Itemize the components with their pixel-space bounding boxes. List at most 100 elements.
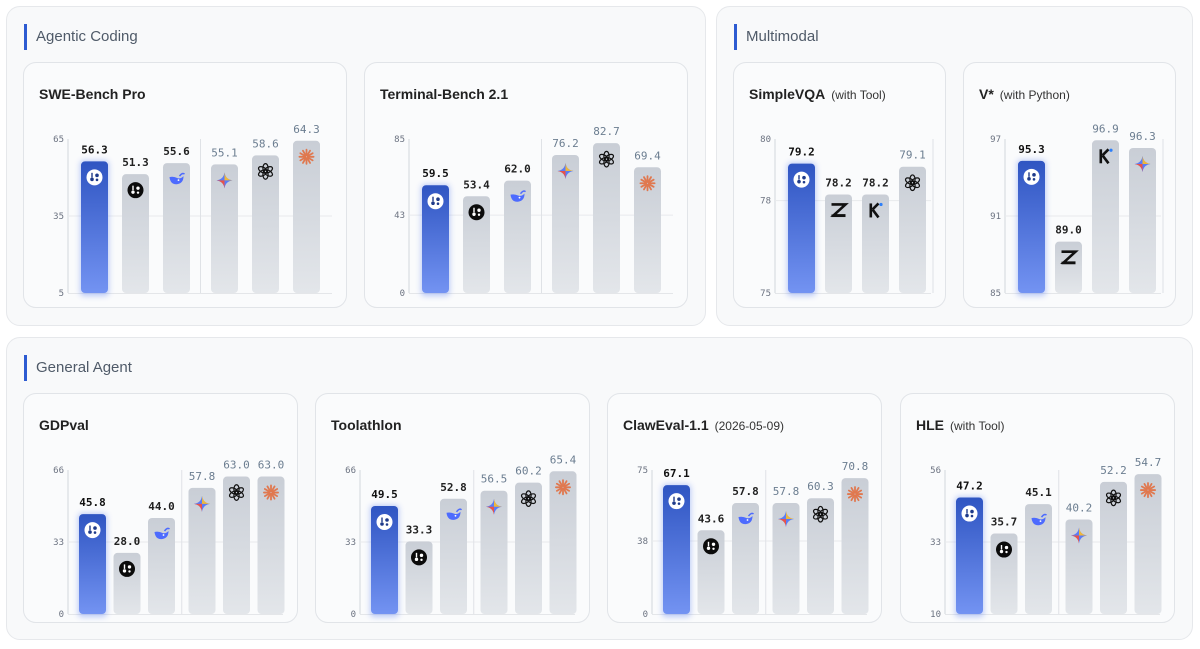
bar-value-label: 47.2 (956, 480, 983, 493)
y-tick-label: 85 (990, 289, 1001, 299)
highlight-model-icon (376, 514, 393, 530)
highlight-model-icon (1023, 168, 1040, 185)
dark-model-icon (996, 541, 1012, 558)
chart-title: SimpleVQA (with Tool) (749, 86, 886, 102)
bar-chart: 80 78 75 79.2 78.2 78.2 79.1 (760, 135, 934, 299)
bar (1129, 147, 1156, 293)
bar-value-label: 58.6 (252, 137, 279, 150)
bar-value-label: 59.5 (422, 167, 449, 180)
bar (211, 164, 238, 293)
section-title: Agentic Coding (24, 24, 138, 50)
highlight-model-icon (668, 493, 685, 510)
chart-title: ClawEval-1.1 (2026-05-09) (623, 417, 784, 433)
bar-chart: 85 43 0 59.5 53.4 62.0 76.2 82.7 69.4 (394, 125, 673, 299)
bar-chart: 75 38 0 67.1 43.6 57.8 57.8 60.3 70.8 (637, 460, 869, 620)
chart-card-simplevqa: SimpleVQA (with Tool) 80 78 75 79.2 78.2 78.2 79… (733, 62, 946, 308)
y-tick-label: 75 (760, 289, 771, 299)
y-tick-label: 0 (59, 610, 64, 620)
y-tick-label: 91 (990, 212, 1001, 222)
chart-title: SWE-Bench Pro (39, 86, 146, 102)
bar-value-label: 82.7 (593, 125, 620, 138)
bar-value-label: 53.4 (463, 178, 490, 191)
bar-value-label: 51.3 (122, 156, 149, 169)
dark-model-icon (119, 560, 135, 577)
claude-icon (639, 175, 656, 192)
y-tick-label: 0 (643, 610, 648, 620)
bar-value-label: 76.2 (552, 137, 579, 150)
whale-icon (446, 508, 463, 520)
bar (188, 487, 216, 614)
chart-subtitle: (2026-05-09) (714, 419, 784, 433)
chart-title: Terminal-Bench 2.1 (380, 86, 509, 102)
openai-icon (904, 174, 921, 192)
highlight-model-icon (961, 505, 978, 522)
chart-card-gdpval: GDPval 66 33 0 45.8 28.0 44.0 57.8 63.0 63.0 (23, 393, 298, 623)
bar-highlight (81, 161, 108, 293)
gemini-icon (778, 511, 794, 528)
bar-value-label: 69.4 (634, 149, 661, 162)
bar (732, 503, 759, 614)
bar (504, 180, 531, 293)
bar-value-label: 65.4 (550, 453, 577, 466)
bar (862, 194, 889, 293)
bar-value-label: 43.6 (698, 512, 725, 525)
y-tick-label: 33 (345, 538, 356, 548)
openai-icon (598, 150, 615, 168)
bar-value-label: 95.3 (1018, 143, 1045, 156)
y-tick-label: 66 (345, 466, 356, 476)
bar (515, 482, 542, 614)
highlight-model-icon (84, 522, 101, 539)
section-title: Multimodal (734, 24, 819, 50)
y-tick-label: 0 (400, 289, 405, 299)
chart-subtitle: (with Tool) (950, 419, 1005, 433)
section-title: General Agent (24, 355, 132, 381)
chart-title: Toolathlon (331, 417, 402, 433)
openai-icon (257, 163, 274, 180)
chart-card-swe-bench-pro: SWE-Bench Pro 65 35 5 56.3 51.3 55.6 55.1 58.6 64… (23, 62, 347, 308)
bar (252, 155, 279, 293)
y-tick-label: 38 (637, 537, 648, 547)
y-tick-label: 75 (637, 466, 648, 476)
whale-icon (1031, 513, 1048, 526)
bar (463, 196, 490, 293)
y-tick-label: 80 (760, 135, 771, 145)
whale-icon (738, 512, 755, 525)
bar-value-label: 56.5 (481, 473, 508, 486)
bar-highlight (1018, 160, 1045, 293)
gemini-icon (216, 172, 233, 189)
bar (899, 166, 926, 293)
bar-value-label: 78.2 (825, 176, 852, 189)
bar (1025, 504, 1052, 614)
chart-title: HLE (with Tool) (916, 417, 1005, 433)
gemini-icon (486, 498, 502, 515)
bar-value-label: 28.0 (114, 535, 141, 548)
bar-value-label: 70.8 (842, 460, 869, 473)
dark-model-icon (468, 204, 485, 221)
bar-value-label: 57.8 (732, 485, 759, 498)
claude-icon (263, 484, 279, 501)
bar-chart: 66 33 0 45.8 28.0 44.0 57.8 63.0 63.0 (53, 459, 285, 620)
whale-icon (510, 190, 527, 202)
bar-value-label: 56.3 (81, 143, 108, 156)
bar-value-label: 57.8 (189, 470, 216, 483)
y-tick-label: 0 (351, 610, 356, 620)
y-tick-label: 65 (53, 135, 64, 145)
bar-value-label: 52.2 (1100, 464, 1127, 477)
bar-chart: 66 33 0 49.5 33.3 52.8 56.5 60.2 65.4 (345, 453, 577, 620)
bar-value-label: 45.8 (79, 496, 106, 509)
bar (825, 194, 852, 293)
bar (807, 498, 834, 614)
bar (163, 163, 190, 293)
kimi-icon (1099, 148, 1113, 165)
y-tick-label: 5 (59, 289, 64, 299)
bar-value-label: 60.2 (515, 465, 542, 478)
chart-subtitle: (with Tool) (831, 88, 886, 102)
bar (1092, 140, 1119, 293)
openai-icon (1105, 489, 1122, 507)
openai-icon (228, 484, 245, 501)
bar (841, 478, 869, 614)
dark-model-icon (127, 182, 144, 199)
bar-value-label: 54.7 (1135, 456, 1162, 469)
bar-highlight (956, 497, 983, 614)
bar-value-label: 57.8 (773, 485, 800, 498)
